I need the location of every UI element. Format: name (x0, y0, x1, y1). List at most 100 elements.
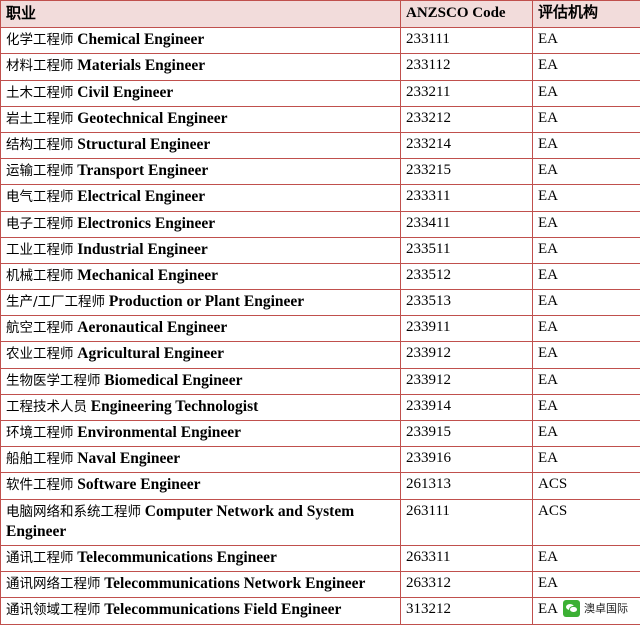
occupation-name-en: Production or Plant Engineer (109, 293, 304, 310)
cell-occupation: 岩土工程师 Geotechnical Engineer (1, 106, 401, 132)
cell-occupation: 通讯领域工程师 Telecommunications Field Enginee… (1, 598, 401, 624)
cell-assessing-body: EA (533, 159, 640, 185)
cell-occupation: 农业工程师 Agricultural Engineer (1, 342, 401, 368)
table-header: 职业 ANZSCO Code 评估机构 (1, 1, 640, 28)
cell-occupation: 生物医学工程师 Biomedical Engineer (1, 368, 401, 394)
occupation-name-cn: 电子工程师 (6, 216, 74, 232)
cell-occupation: 材料工程师 Materials Engineer (1, 54, 401, 80)
cell-anzsco-code: 233513 (401, 290, 533, 316)
cell-assessing-body: EA (533, 290, 640, 316)
cell-occupation: 电气工程师 Electrical Engineer (1, 185, 401, 211)
occupation-name-en: Structural Engineer (77, 136, 210, 153)
cell-assessing-body: EA (533, 28, 640, 54)
occupation-name-cn: 结构工程师 (6, 137, 74, 153)
occupation-name-en: Electrical Engineer (77, 188, 205, 205)
wechat-watermark-label: 澳卓国际 (584, 600, 628, 616)
occupation-name-cn: 材料工程师 (6, 58, 74, 74)
cell-anzsco-code: 233915 (401, 421, 533, 447)
table-header-row: 职业 ANZSCO Code 评估机构 (1, 1, 640, 28)
occupation-name-cn: 生产/工厂工程师 (6, 294, 105, 310)
cell-anzsco-code: 233512 (401, 263, 533, 289)
cell-assessing-body: EA (533, 447, 640, 473)
occupation-name-cn: 机械工程师 (6, 268, 74, 284)
cell-anzsco-code: 233411 (401, 211, 533, 237)
occupation-name-en: Chemical Engineer (77, 31, 204, 48)
cell-occupation: 工程技术人员 Engineering Technologist (1, 394, 401, 420)
occupation-name-cn: 生物医学工程师 (6, 373, 101, 389)
cell-occupation: 结构工程师 Structural Engineer (1, 132, 401, 158)
cell-occupation: 电脑网络和系统工程师 Computer Network and System E… (1, 499, 401, 545)
occupation-name-en: Biomedical Engineer (104, 372, 242, 389)
cell-assessing-body: EA (533, 342, 640, 368)
cell-anzsco-code: 233111 (401, 28, 533, 54)
cell-occupation: 电子工程师 Electronics Engineer (1, 211, 401, 237)
occupation-name-cn: 船舶工程师 (6, 451, 74, 467)
table-row: 生产/工厂工程师 Production or Plant Engineer 233… (1, 290, 640, 316)
cell-anzsco-code: 233916 (401, 447, 533, 473)
table-row: 通讯领域工程师 Telecommunications Field Enginee… (1, 598, 640, 624)
cell-anzsco-code: 233211 (401, 80, 533, 106)
cell-anzsco-code: 233112 (401, 54, 533, 80)
occupation-name-en: Agricultural Engineer (77, 345, 224, 362)
cell-occupation: 通讯网络工程师 Telecommunications Network Engin… (1, 572, 401, 598)
occupation-name-en: Telecommunications Network Engineer (104, 575, 365, 592)
occupation-name-cn: 电气工程师 (6, 189, 74, 205)
occupation-name-en: Aeronautical Engineer (77, 319, 227, 336)
cell-anzsco-code: 233912 (401, 368, 533, 394)
occupation-name-en: Electronics Engineer (77, 215, 215, 232)
cell-assessing-body: EA (533, 185, 640, 211)
cell-occupation: 工业工程师 Industrial Engineer (1, 237, 401, 263)
cell-anzsco-code: 233911 (401, 316, 533, 342)
cell-assessing-body: EA (533, 106, 640, 132)
cell-assessing-body: EA (533, 316, 640, 342)
cell-occupation: 机械工程师 Mechanical Engineer (1, 263, 401, 289)
cell-anzsco-code: 233914 (401, 394, 533, 420)
cell-assessing-body: EA (533, 211, 640, 237)
cell-anzsco-code: 233511 (401, 237, 533, 263)
occupation-name-en: Industrial Engineer (77, 241, 207, 258)
wechat-watermark: 澳卓国际 (559, 598, 632, 619)
column-header-assessing-body: 评估机构 (533, 1, 640, 28)
occupation-name-en: Materials Engineer (77, 57, 205, 74)
cell-anzsco-code: 233311 (401, 185, 533, 211)
cell-anzsco-code: 233912 (401, 342, 533, 368)
occupation-name-cn: 工程技术人员 (6, 399, 87, 415)
occupation-name-cn: 岩土工程师 (6, 111, 74, 127)
cell-anzsco-code: 263312 (401, 572, 533, 598)
column-header-anzsco-code: ANZSCO Code (401, 1, 533, 28)
occupation-name-cn: 化学工程师 (6, 32, 74, 48)
occupation-name-en: Software Engineer (77, 476, 200, 493)
occupation-name-cn: 电脑网络和系统工程师 (6, 504, 141, 520)
cell-anzsco-code: 233215 (401, 159, 533, 185)
cell-anzsco-code: 233214 (401, 132, 533, 158)
cell-anzsco-code: 263111 (401, 499, 533, 545)
occupation-name-cn: 航空工程师 (6, 320, 74, 336)
occupation-name-en: Telecommunications Field Engineer (104, 601, 341, 618)
cell-assessing-body: EA (533, 263, 640, 289)
cell-assessing-body: EA (533, 80, 640, 106)
occupation-name-en: Engineering Technologist (91, 398, 259, 415)
occupation-name-cn: 工业工程师 (6, 242, 74, 258)
cell-assessing-body: EA (533, 394, 640, 420)
cell-occupation: 土木工程师 Civil Engineer (1, 80, 401, 106)
occupation-name-en: Telecommunications Engineer (77, 549, 277, 566)
occupation-name-en: Geotechnical Engineer (77, 110, 227, 127)
cell-anzsco-code: 263311 (401, 545, 533, 571)
cell-occupation: 通讯工程师 Telecommunications Engineer (1, 545, 401, 571)
cell-assessing-body: EA (533, 368, 640, 394)
occupation-name-cn: 环境工程师 (6, 425, 74, 441)
cell-assessing-body: EA (533, 545, 640, 571)
occupation-name-cn: 农业工程师 (6, 346, 74, 362)
column-header-occupation: 职业 (1, 1, 401, 28)
cell-occupation: 环境工程师 Environmental Engineer (1, 421, 401, 447)
